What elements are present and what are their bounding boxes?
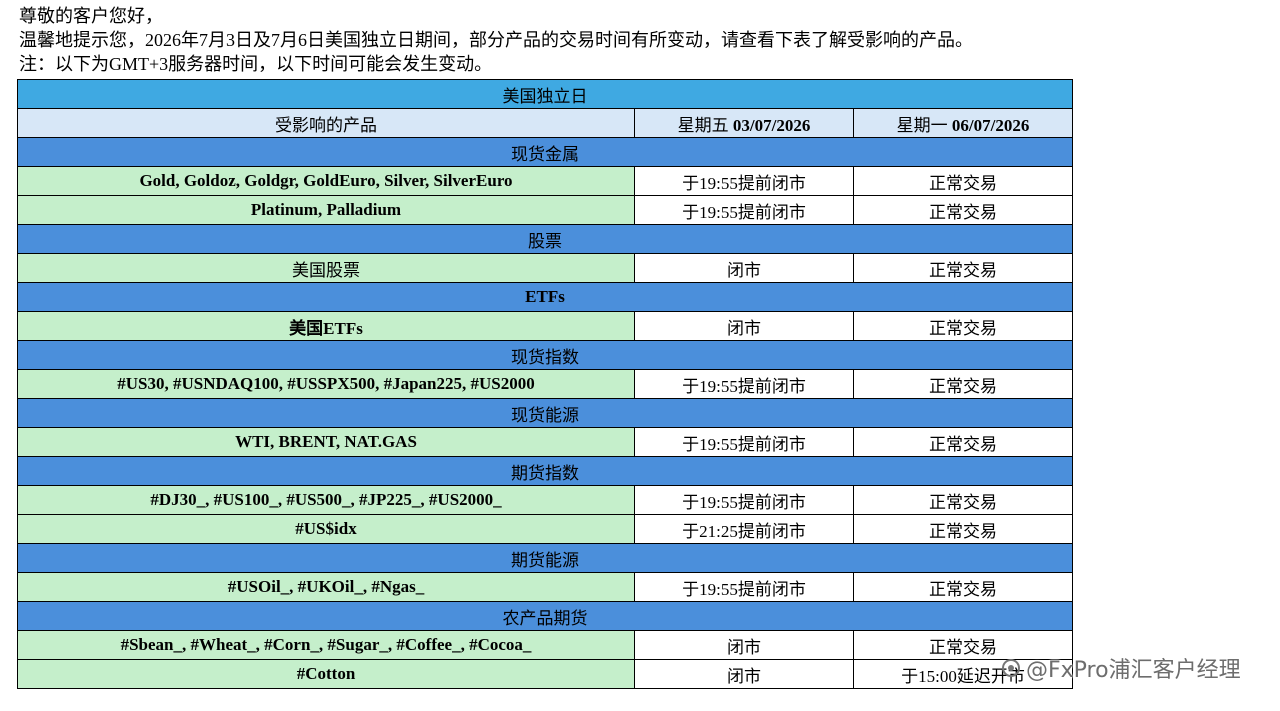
table-title: 美国独立日 <box>16 79 1074 109</box>
trading-status: 正常交易 <box>852 427 1074 457</box>
trading-status: 闭市 <box>634 253 854 283</box>
section-name: 期货能源 <box>16 543 1074 573</box>
watermark-icon <box>1002 659 1020 677</box>
trading-status: 闭市 <box>634 659 854 689</box>
intro: 尊敬的客户您好， 温馨地提示您，2026年7月3日及7月6日美国独立日期间，部分产… <box>19 4 973 76</box>
section-name: 农产品期货 <box>16 601 1074 631</box>
header-row: 受影响的产品 星期五 03/07/2026 星期一 06/07/2026 <box>17 108 1074 138</box>
product-name: #US30, #USNDAQ100, #USSPX500, #Japan225,… <box>17 369 635 399</box>
header-date: 星期一 06/07/2026 <box>852 108 1074 138</box>
section-name: 期货指数 <box>16 456 1074 486</box>
product-name: #DJ30_, #US100_, #US500_, #JP225_, #US20… <box>17 485 635 515</box>
watermark: @FxPro浦汇客户经理 <box>1000 652 1241 684</box>
trading-status: 于19:55提前闭市 <box>634 195 854 225</box>
product-row: 美国股票 闭市 正常交易 <box>17 253 1074 283</box>
trading-status: 正常交易 <box>852 572 1074 602</box>
product-row: WTI, BRENT, NAT.GAS 于19:55提前闭市 正常交易 <box>17 427 1074 457</box>
section-row: 现货指数 <box>16 340 1074 370</box>
header-date-value: 03/07/2026 <box>732 115 811 135</box>
product-name: Platinum, Palladium <box>17 195 635 225</box>
trading-status: 正常交易 <box>852 514 1074 544</box>
section-row: 期货指数 <box>16 456 1074 486</box>
trading-status: 正常交易 <box>852 369 1074 399</box>
section-name: 股票 <box>16 224 1074 254</box>
product-row: 美国ETFs 闭市 正常交易 <box>17 311 1074 341</box>
trading-status: 于19:55提前闭市 <box>634 427 854 457</box>
product-row: #US$idx 于21:25提前闭市 正常交易 <box>17 514 1074 544</box>
trading-status: 于19:55提前闭市 <box>634 166 854 196</box>
product-name: WTI, BRENT, NAT.GAS <box>17 427 635 457</box>
product-row: #Cotton 闭市 于15:00延迟开市 <box>17 659 1074 689</box>
section-row: 现货能源 <box>16 398 1074 428</box>
trading-status: 正常交易 <box>852 485 1074 515</box>
section-row: ETFs <box>16 282 1074 312</box>
product-row: Gold, Goldoz, Goldgr, GoldEuro, Silver, … <box>17 166 1074 196</box>
schedule-table: 美国独立日 受影响的产品 星期五 03/07/2026 星期一 06/07/2026 现… <box>16 79 1074 689</box>
trading-status: 于19:55提前闭市 <box>634 572 854 602</box>
header-date-value: 06/07/2026 <box>951 115 1030 135</box>
trading-status: 于15:00延迟开市 <box>852 659 1074 689</box>
product-name: #USOil_, #UKOil_, #Ngas_ <box>17 572 635 602</box>
product-name: #Sbean_, #Wheat_, #Corn_, #Sugar_, #Coff… <box>17 630 635 660</box>
product-name: 美国股票 <box>17 253 635 283</box>
header-day: 星期一 <box>896 115 948 135</box>
product-name: #Cotton <box>17 659 635 689</box>
intro-line: 注：以下为GMT+3服务器时间，以下时间可能会发生变动。 <box>19 54 493 74</box>
intro-line: 温馨地提示您，2026年7月3日及7月6日美国独立日期间，部分产品的交易时间有所… <box>19 30 973 50</box>
header-day: 星期五 <box>677 115 729 135</box>
header-product: 受影响的产品 <box>17 108 635 138</box>
section-row: 期货能源 <box>16 543 1074 573</box>
trading-status: 正常交易 <box>852 630 1074 660</box>
product-row: Platinum, Palladium 于19:55提前闭市 正常交易 <box>17 195 1074 225</box>
trading-status: 于21:25提前闭市 <box>634 514 854 544</box>
watermark-text: @FxPro浦汇客户经理 <box>1026 658 1241 683</box>
product-name: 美国ETFs <box>17 311 635 341</box>
trading-status: 正常交易 <box>852 195 1074 225</box>
product-row: #Sbean_, #Wheat_, #Corn_, #Sugar_, #Coff… <box>17 630 1074 660</box>
product-row: #USOil_, #UKOil_, #Ngas_ 于19:55提前闭市 正常交易 <box>17 572 1074 602</box>
title-row: 美国独立日 <box>16 79 1074 109</box>
trading-status: 闭市 <box>634 630 854 660</box>
section-name: 现货金属 <box>16 137 1074 167</box>
section-row: 股票 <box>16 224 1074 254</box>
trading-status: 于19:55提前闭市 <box>634 485 854 515</box>
trading-status: 正常交易 <box>852 311 1074 341</box>
header-date: 星期五 03/07/2026 <box>634 108 854 138</box>
product-row: #DJ30_, #US100_, #US500_, #JP225_, #US20… <box>17 485 1074 515</box>
section-row: 现货金属 <box>16 137 1074 167</box>
trading-status: 于19:55提前闭市 <box>634 369 854 399</box>
product-name: #US$idx <box>17 514 635 544</box>
product-name: Gold, Goldoz, Goldgr, GoldEuro, Silver, … <box>17 166 635 196</box>
section-row: 农产品期货 <box>16 601 1074 631</box>
section-name: 现货能源 <box>16 398 1074 428</box>
trading-status: 正常交易 <box>852 253 1074 283</box>
intro-line: 尊敬的客户您好， <box>19 6 163 26</box>
table-body: 美国独立日 受影响的产品 星期五 03/07/2026 星期一 06/07/2026 现… <box>16 79 1074 689</box>
section-name: ETFs <box>16 282 1074 312</box>
trading-status: 闭市 <box>634 311 854 341</box>
trading-status: 正常交易 <box>852 166 1074 196</box>
section-name: 现货指数 <box>16 340 1074 370</box>
product-row: #US30, #USNDAQ100, #USSPX500, #Japan225,… <box>17 369 1074 399</box>
